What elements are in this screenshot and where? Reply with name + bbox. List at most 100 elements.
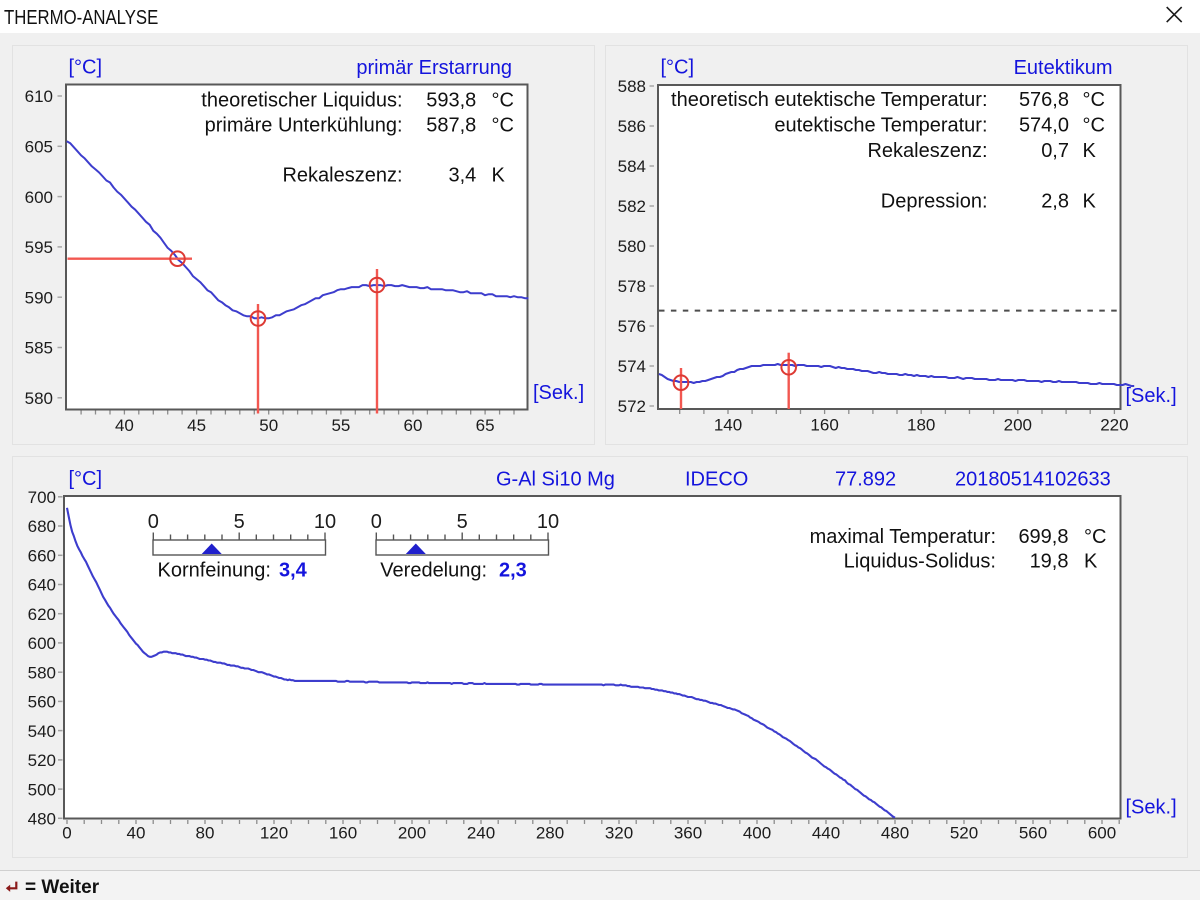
- svg-text:Liquidus-Solidus:: Liquidus-Solidus:: [844, 551, 996, 573]
- svg-text:582: 582: [618, 197, 646, 216]
- svg-text:578: 578: [618, 277, 646, 296]
- svg-text:700: 700: [28, 488, 56, 507]
- svg-text:400: 400: [743, 824, 771, 843]
- svg-text:40: 40: [127, 824, 146, 843]
- svg-text:593,8: 593,8: [426, 90, 476, 112]
- svg-text:120: 120: [260, 824, 288, 843]
- svg-text:°C: °C: [1083, 115, 1105, 137]
- svg-text:K: K: [1084, 551, 1098, 573]
- svg-text:[Sek.]: [Sek.]: [533, 382, 584, 404]
- svg-text:180: 180: [907, 416, 935, 435]
- svg-text:theoretischer Liquidus:: theoretischer Liquidus:: [201, 90, 402, 112]
- svg-text:3,4: 3,4: [279, 560, 308, 582]
- svg-text:Rekaleszenz:: Rekaleszenz:: [867, 140, 987, 162]
- svg-text:220: 220: [1100, 416, 1128, 435]
- svg-text:540: 540: [28, 722, 56, 741]
- svg-text:55: 55: [331, 416, 350, 435]
- svg-text:eutektische Temperatur:: eutektische Temperatur:: [774, 115, 987, 137]
- svg-text:280: 280: [536, 824, 564, 843]
- svg-text:699,8: 699,8: [1018, 526, 1068, 548]
- svg-text:605: 605: [25, 138, 53, 157]
- svg-text:IDECO: IDECO: [685, 469, 748, 491]
- svg-text:K: K: [1083, 191, 1097, 213]
- svg-text:584: 584: [618, 157, 646, 176]
- svg-text:587,8: 587,8: [426, 115, 476, 137]
- svg-text:theoretisch eutektische Temper: theoretisch eutektische Temperatur:: [671, 89, 987, 111]
- svg-text:480: 480: [881, 824, 909, 843]
- svg-text:77.892: 77.892: [835, 469, 896, 491]
- svg-text:K: K: [492, 165, 506, 187]
- svg-text:520: 520: [950, 824, 978, 843]
- svg-text:580: 580: [25, 389, 53, 408]
- svg-text:19,8: 19,8: [1030, 551, 1069, 573]
- svg-text:590: 590: [25, 288, 53, 307]
- svg-text:[Sek.]: [Sek.]: [1126, 385, 1177, 407]
- svg-text:586: 586: [618, 117, 646, 136]
- svg-text:80: 80: [196, 824, 215, 843]
- svg-text:580: 580: [618, 237, 646, 256]
- svg-text:20180514102633: 20180514102633: [955, 469, 1111, 491]
- svg-text:620: 620: [28, 605, 56, 624]
- svg-text:585: 585: [25, 339, 53, 358]
- svg-text:°C: °C: [492, 90, 514, 112]
- svg-text:10: 10: [314, 511, 336, 533]
- svg-text:560: 560: [1019, 824, 1047, 843]
- svg-text:580: 580: [28, 663, 56, 682]
- svg-text:[Sek.]: [Sek.]: [1126, 797, 1177, 819]
- svg-text:640: 640: [28, 576, 56, 595]
- svg-text:[°C]: [°C]: [69, 468, 103, 490]
- svg-text:0: 0: [371, 511, 382, 533]
- svg-text:160: 160: [810, 416, 838, 435]
- svg-text:600: 600: [28, 634, 56, 653]
- svg-text:574: 574: [618, 357, 646, 376]
- svg-text:600: 600: [1088, 824, 1116, 843]
- svg-text:3,4: 3,4: [448, 165, 476, 187]
- svg-text:10: 10: [537, 511, 559, 533]
- svg-text:65: 65: [476, 416, 495, 435]
- svg-text:160: 160: [329, 824, 357, 843]
- svg-text:200: 200: [1004, 416, 1032, 435]
- svg-text:610: 610: [25, 87, 53, 106]
- svg-text:2,3: 2,3: [499, 560, 527, 582]
- svg-text:360: 360: [674, 824, 702, 843]
- svg-text:Veredelung:: Veredelung:: [380, 560, 487, 582]
- svg-text:°C: °C: [492, 115, 514, 137]
- svg-text:Rekaleszenz:: Rekaleszenz:: [282, 165, 402, 187]
- svg-text:Depression:: Depression:: [881, 191, 988, 213]
- svg-text:576,8: 576,8: [1019, 89, 1069, 111]
- svg-text:520: 520: [28, 751, 56, 770]
- svg-text:680: 680: [28, 517, 56, 536]
- svg-text:40: 40: [115, 416, 134, 435]
- svg-text:574,0: 574,0: [1019, 115, 1069, 137]
- svg-text:560: 560: [28, 693, 56, 712]
- svg-text:5: 5: [234, 511, 245, 533]
- svg-text:[°C]: [°C]: [661, 57, 695, 79]
- svg-text:660: 660: [28, 547, 56, 566]
- svg-text:588: 588: [618, 77, 646, 96]
- svg-text:Eutektikum: Eutektikum: [1014, 57, 1113, 79]
- svg-text:[°C]: [°C]: [69, 57, 103, 79]
- svg-text:200: 200: [398, 824, 426, 843]
- svg-text:0,7: 0,7: [1041, 140, 1069, 162]
- svg-text:2,8: 2,8: [1041, 191, 1069, 213]
- svg-text:°C: °C: [1084, 526, 1106, 548]
- svg-text:45: 45: [187, 416, 206, 435]
- svg-text:140: 140: [714, 416, 742, 435]
- svg-text:50: 50: [259, 416, 278, 435]
- svg-text:primäre Unterkühlung:: primäre Unterkühlung:: [205, 115, 403, 137]
- svg-text:maximal Temperatur:: maximal Temperatur:: [810, 526, 996, 548]
- svg-text:240: 240: [467, 824, 495, 843]
- svg-text:440: 440: [812, 824, 840, 843]
- svg-text:600: 600: [25, 188, 53, 207]
- svg-text:primär Erstarrung: primär Erstarrung: [356, 57, 512, 79]
- svg-text:0: 0: [62, 824, 71, 843]
- svg-text:60: 60: [404, 416, 423, 435]
- svg-text:°C: °C: [1083, 89, 1105, 111]
- svg-text:595: 595: [25, 238, 53, 257]
- svg-text:0: 0: [148, 511, 159, 533]
- svg-text:Kornfeinung:: Kornfeinung:: [158, 560, 271, 582]
- svg-text:500: 500: [28, 780, 56, 799]
- svg-text:G-Al Si10 Mg: G-Al Si10 Mg: [496, 469, 615, 491]
- svg-text:576: 576: [618, 317, 646, 336]
- svg-text:320: 320: [605, 824, 633, 843]
